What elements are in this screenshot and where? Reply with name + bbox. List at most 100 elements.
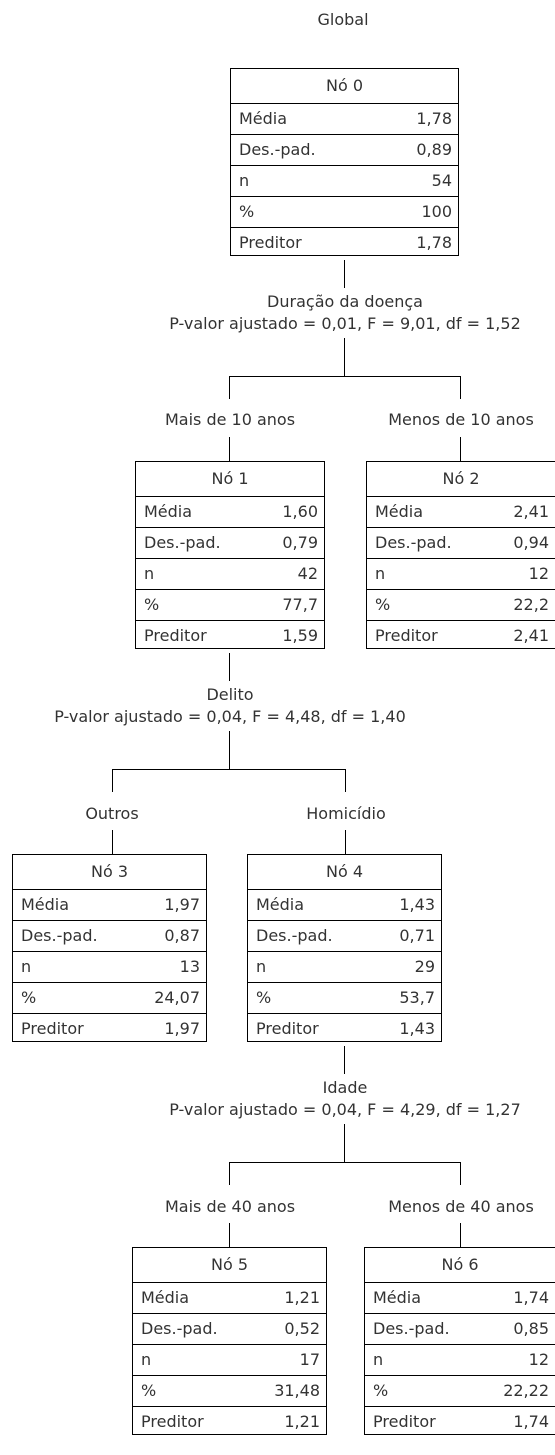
connector-line xyxy=(345,769,346,792)
node-row-despad: Des.-pad. 0,89 xyxy=(231,134,458,165)
node-row-despad: Des.-pad. 0,85 xyxy=(365,1313,555,1344)
row-label: n xyxy=(21,957,32,976)
branch-label-left: Mais de 40 anos xyxy=(164,1197,296,1216)
node-title: Nó 1 xyxy=(211,469,249,488)
row-value: 1,21 xyxy=(284,1288,320,1307)
row-label: Média xyxy=(373,1288,422,1307)
row-value: 22,2 xyxy=(513,595,549,614)
node-row-despad: Des.-pad. 0,71 xyxy=(248,920,441,951)
split-stats: P-valor ajustado = 0,04, F = 4,48, df = … xyxy=(54,707,406,726)
row-value: 1,97 xyxy=(164,895,200,914)
row-label: Des.-pad. xyxy=(239,140,316,159)
row-value: 0,71 xyxy=(399,926,435,945)
row-value: 1,97 xyxy=(164,1019,200,1038)
split-variable: Duração da doença xyxy=(267,292,423,311)
row-label: Média xyxy=(144,502,193,521)
branch-label-right: Menos de 10 anos xyxy=(388,410,534,429)
tree-node-4: Nó 4 Média 1,43 Des.-pad. 0,71 n 29 % 53,7 P… xyxy=(247,854,442,1042)
row-value: 2,41 xyxy=(513,626,549,645)
row-value: 0,87 xyxy=(164,926,200,945)
node-title: Nó 6 xyxy=(441,1255,479,1274)
row-value: 13 xyxy=(179,957,200,976)
connector-line xyxy=(229,376,230,399)
row-label: Preditor xyxy=(21,1019,84,1038)
row-value: 1,21 xyxy=(284,1412,320,1431)
connector-line xyxy=(345,830,346,854)
tree-node-3: Nó 3 Média 1,97 Des.-pad. 0,87 n 13 % 24,07 … xyxy=(12,854,207,1042)
row-label: Des.-pad. xyxy=(144,533,221,552)
tree-node-6: Nó 6 Média 1,74 Des.-pad. 0,85 n 12 % 22,22 … xyxy=(364,1247,555,1435)
node-row-n: n 13 xyxy=(13,951,206,982)
row-label: Média xyxy=(375,502,424,521)
row-label: Des.-pad. xyxy=(141,1319,218,1338)
row-value: 17 xyxy=(299,1350,320,1369)
tree-node-2: Nó 2 Média 2,41 Des.-pad. 0,94 n 12 % 22,2 P… xyxy=(366,461,555,649)
node-row-preditor: Preditor 1,74 xyxy=(365,1406,555,1437)
row-label: n xyxy=(141,1350,152,1369)
row-value: 77,7 xyxy=(282,595,318,614)
branch-label-left: Mais de 10 anos xyxy=(164,410,296,429)
row-value: 1,43 xyxy=(399,895,435,914)
node-row-pct: % 100 xyxy=(231,196,458,227)
row-value: 2,41 xyxy=(513,502,549,521)
node-row-pct: % 24,07 xyxy=(13,982,206,1013)
row-label: Des.-pad. xyxy=(375,533,452,552)
row-label: % xyxy=(373,1381,389,1400)
node-row-media: Média 1,74 xyxy=(365,1282,555,1313)
node-row-media: Média 1,97 xyxy=(13,889,206,920)
node-row-preditor: Preditor 1,21 xyxy=(133,1406,326,1437)
connector-line xyxy=(229,1162,230,1185)
node-row-n: n 54 xyxy=(231,165,458,196)
row-value: 1,74 xyxy=(513,1412,549,1431)
row-label: Des.-pad. xyxy=(21,926,98,945)
node-row-n: n 17 xyxy=(133,1344,326,1375)
row-value: 24,07 xyxy=(154,988,200,1007)
row-label: % xyxy=(21,988,37,1007)
row-value: 1,78 xyxy=(416,109,452,128)
node-title: Nó 2 xyxy=(442,469,480,488)
row-value: 0,89 xyxy=(416,140,452,159)
tree-node-5: Nó 5 Média 1,21 Des.-pad. 0,52 n 17 % 31,48 … xyxy=(132,1247,327,1435)
row-label: Preditor xyxy=(256,1019,319,1038)
connector-line xyxy=(460,437,461,461)
connector-line xyxy=(460,376,461,399)
row-value: 42 xyxy=(297,564,318,583)
row-value: 29 xyxy=(414,957,435,976)
node-row-media: Média 1,78 xyxy=(231,103,458,134)
row-label: % xyxy=(375,595,391,614)
node-row-pct: % 22,2 xyxy=(367,589,555,620)
connector-line xyxy=(229,1223,230,1247)
row-value: 1,59 xyxy=(282,626,318,645)
connector-line xyxy=(229,376,461,377)
tree-node-1: Nó 1 Média 1,60 Des.-pad. 0,79 n 42 % 77,7 P… xyxy=(135,461,325,649)
connector-line xyxy=(229,437,230,461)
connector-line xyxy=(344,338,345,376)
row-label: n xyxy=(375,564,386,583)
node-row-preditor: Preditor 1,97 xyxy=(13,1013,206,1044)
row-label: Preditor xyxy=(375,626,438,645)
row-value: 0,79 xyxy=(282,533,318,552)
connector-line xyxy=(460,1223,461,1247)
row-value: 0,52 xyxy=(284,1319,320,1338)
connector-line xyxy=(344,260,345,288)
node-row-n: n 12 xyxy=(365,1344,555,1375)
row-label: n xyxy=(144,564,155,583)
node-row-pct: % 22,22 xyxy=(365,1375,555,1406)
row-label: Des.-pad. xyxy=(256,926,333,945)
node-row-media: Média 1,43 xyxy=(248,889,441,920)
row-value: 53,7 xyxy=(399,988,435,1007)
connector-line xyxy=(229,1162,461,1163)
branch-label-left: Outros xyxy=(85,804,139,823)
row-label: Preditor xyxy=(144,626,207,645)
node-row-preditor: Preditor 1,78 xyxy=(231,227,458,258)
node-row-n: n 12 xyxy=(367,558,555,589)
node-row-preditor: Preditor 1,59 xyxy=(136,620,324,651)
node-row-pct: % 31,48 xyxy=(133,1375,326,1406)
branch-label-right: Homicídio xyxy=(306,804,386,823)
row-label: % xyxy=(256,988,272,1007)
node-row-n: n 42 xyxy=(136,558,324,589)
row-label: Preditor xyxy=(239,233,302,252)
row-value: 31,48 xyxy=(274,1381,320,1400)
connector-line xyxy=(344,1046,345,1074)
